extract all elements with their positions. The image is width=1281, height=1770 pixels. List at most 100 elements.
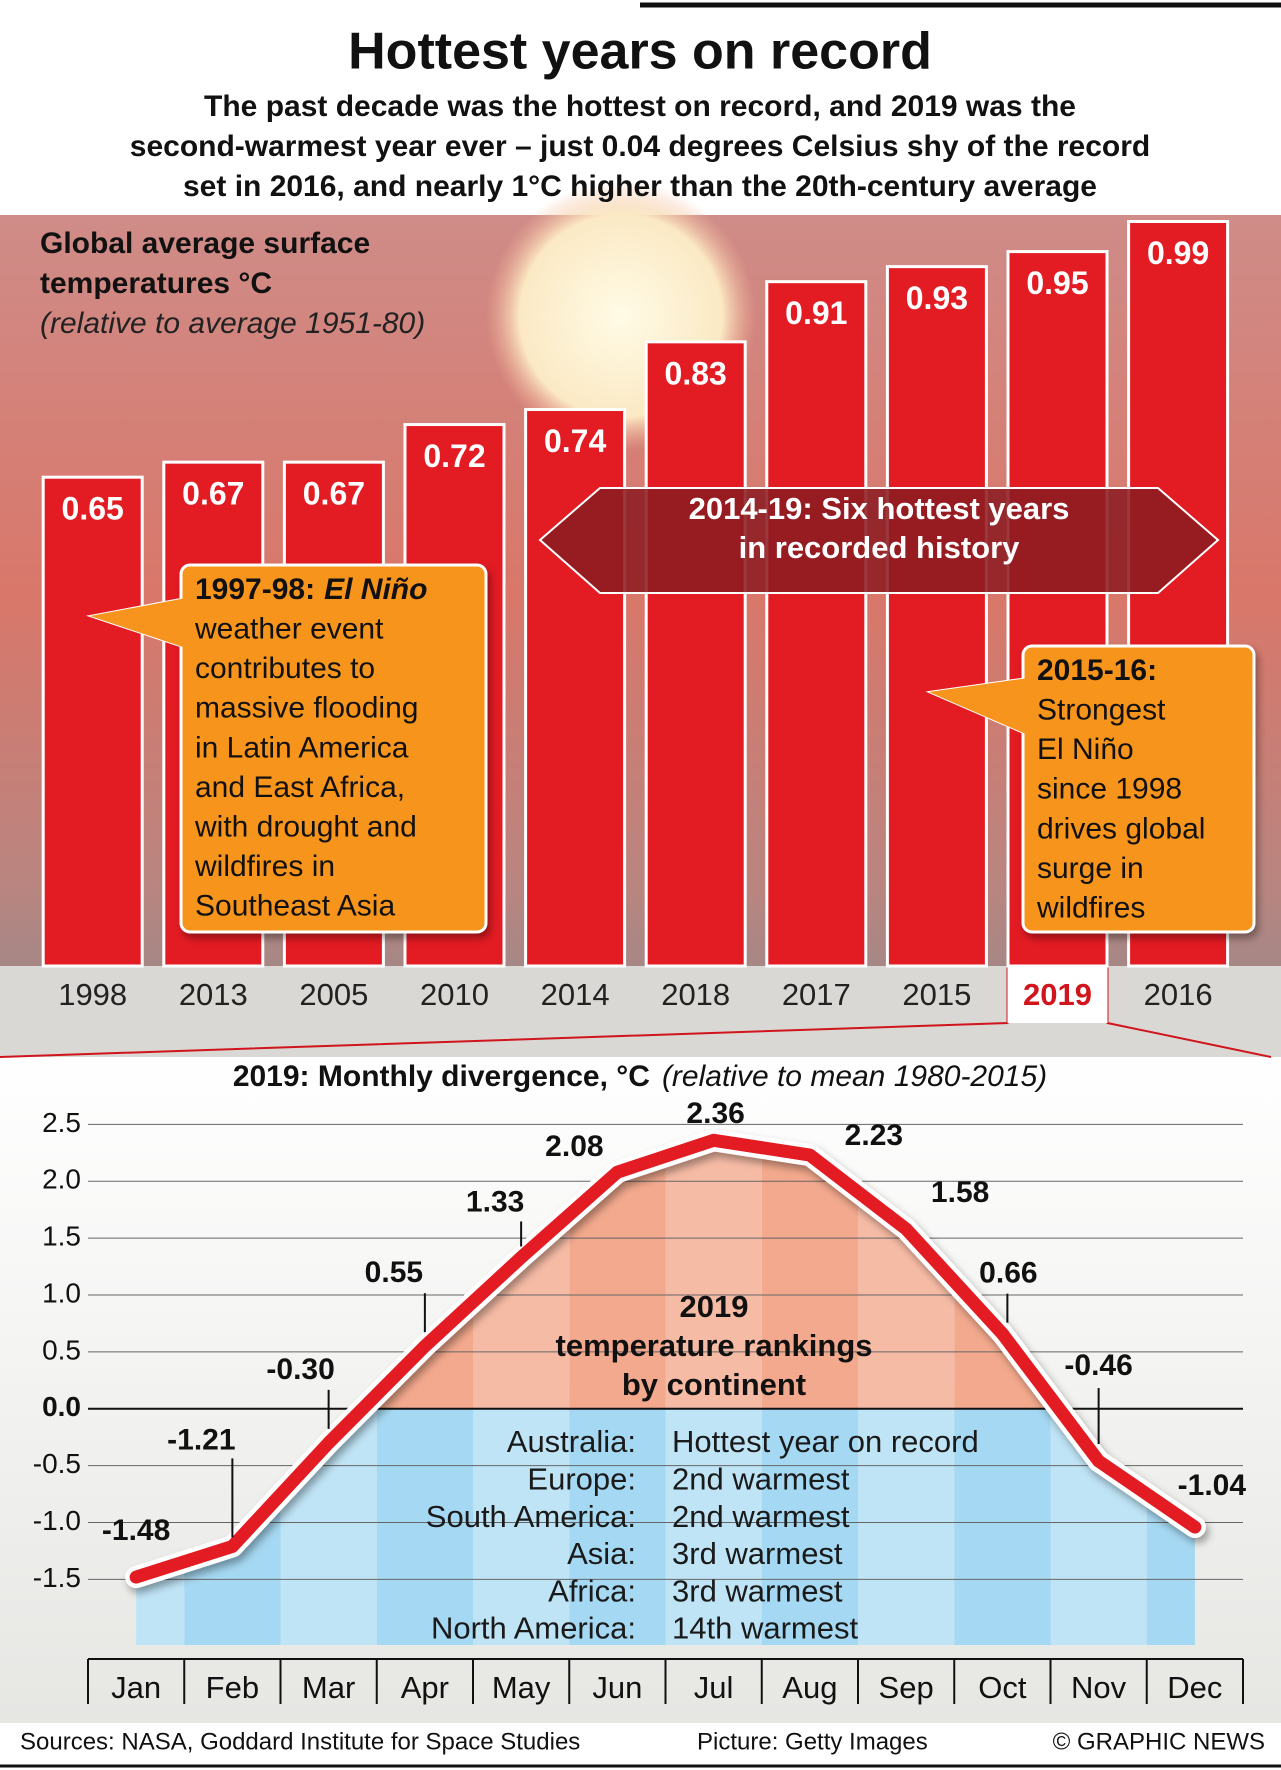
value-label: -0.46 bbox=[1064, 1349, 1132, 1382]
x-tick-label: 2005 bbox=[299, 977, 368, 1012]
negative-band bbox=[761, 1408, 858, 1645]
callout-text: surge in bbox=[1037, 852, 1144, 885]
x-tick-label: Apr bbox=[401, 1670, 449, 1705]
annotation-arrow bbox=[538, 487, 1220, 594]
value-label: 0.74 bbox=[544, 423, 606, 459]
y-tick-label: 2.0 bbox=[42, 1164, 81, 1195]
y-tick-label: 0.5 bbox=[42, 1334, 81, 1365]
value-label: 0.67 bbox=[182, 476, 244, 512]
callout-text: weather event bbox=[194, 613, 384, 646]
value-label: 0.65 bbox=[62, 491, 124, 527]
x-tick-label: 2017 bbox=[782, 977, 851, 1012]
callout-heading: 1997-98: El Niño bbox=[195, 573, 427, 606]
y-label: Global average surface bbox=[40, 227, 370, 260]
value-label: 1.33 bbox=[466, 1185, 524, 1218]
x-tick-label: 2019 bbox=[1023, 977, 1092, 1012]
y-label-note: (relative to average 1951-80) bbox=[40, 307, 425, 340]
value-label: -1.48 bbox=[102, 1514, 170, 1547]
x-tick-label: Jun bbox=[592, 1670, 642, 1705]
y-tick-label: -1.5 bbox=[33, 1562, 81, 1593]
callout-box bbox=[179, 563, 488, 934]
callout-heading-em: El Niño bbox=[324, 573, 427, 606]
footer-sources: Sources: NASA, Goddard Institute for Spa… bbox=[20, 1728, 580, 1755]
x-tick-label: 2013 bbox=[179, 977, 248, 1012]
y-tick-label: -0.5 bbox=[33, 1448, 81, 1479]
callout-heading-year: 1997-98: bbox=[195, 573, 315, 606]
chart-title-note: (relative to mean 1980-2015) bbox=[662, 1060, 1047, 1093]
y-label: temperatures °C bbox=[40, 267, 272, 300]
annotation-text: in recorded history bbox=[739, 530, 1021, 565]
footer-picture: Picture: Getty Images bbox=[697, 1728, 928, 1755]
x-tick-label: 2018 bbox=[661, 977, 730, 1012]
callout-text: and East Africa, bbox=[195, 771, 405, 804]
bar bbox=[885, 265, 988, 968]
inset-ranking: 2nd warmest bbox=[672, 1499, 850, 1534]
callout-text: Strongest bbox=[1037, 694, 1166, 727]
y-tick-label: 1.0 bbox=[42, 1277, 81, 1308]
value-label: 0.91 bbox=[785, 295, 847, 331]
title: Hottest years on record bbox=[348, 23, 932, 81]
negative-band bbox=[858, 1408, 955, 1645]
value-label: 0.66 bbox=[979, 1257, 1037, 1290]
value-label: 0.95 bbox=[1026, 265, 1088, 301]
chart-title-main: 2019: Monthly divergence, °C bbox=[233, 1060, 650, 1093]
inset-region: North America: bbox=[431, 1611, 636, 1646]
value-label: 0.72 bbox=[423, 438, 485, 474]
bar bbox=[41, 475, 144, 968]
inset-region: Asia: bbox=[567, 1536, 636, 1571]
callout-pointer-inner bbox=[90, 598, 186, 648]
x-tick-label: Jan bbox=[111, 1670, 161, 1705]
x-tick-label: Sep bbox=[879, 1670, 934, 1705]
inset-ranking: 14th warmest bbox=[672, 1611, 858, 1646]
inset-region: Africa: bbox=[548, 1573, 636, 1608]
subtitle: set in 2016, and nearly 1°C higher than … bbox=[183, 170, 1097, 203]
negative-band bbox=[376, 1408, 473, 1645]
y-tick-label: 0.0 bbox=[42, 1391, 81, 1422]
x-tick-label: May bbox=[492, 1670, 551, 1705]
x-tick-label: Nov bbox=[1071, 1670, 1127, 1705]
inset-ranking: 2nd warmest bbox=[672, 1461, 850, 1496]
bar bbox=[765, 280, 868, 968]
subtitle: The past decade was the hottest on recor… bbox=[204, 90, 1076, 123]
value-label: 0.93 bbox=[906, 280, 968, 316]
x-tick-label: Dec bbox=[1167, 1670, 1222, 1705]
footer-credit: © GRAPHIC NEWS bbox=[1053, 1728, 1265, 1755]
subtitle: second-warmest year ever – just 0.04 deg… bbox=[130, 130, 1150, 163]
value-label: 0.67 bbox=[303, 476, 365, 512]
chart-title: 2019: Monthly divergence, °C (relative to… bbox=[233, 1060, 1047, 1093]
callout-text: contributes to bbox=[195, 652, 375, 685]
negative-band bbox=[569, 1408, 666, 1645]
value-label: 0.55 bbox=[365, 1256, 423, 1289]
x-tick-label: 1998 bbox=[58, 977, 127, 1012]
callout-text: since 1998 bbox=[1037, 773, 1182, 806]
callout-heading-year: 2015-16: bbox=[1037, 654, 1157, 687]
callout-text: in Latin America bbox=[195, 731, 409, 764]
footer: Sources: NASA, Goddard Institute for Spa… bbox=[0, 1728, 1281, 1768]
callout-text: El Niño bbox=[1037, 733, 1134, 766]
value-label: 2.23 bbox=[845, 1119, 903, 1152]
x-tick-label: Feb bbox=[206, 1670, 259, 1705]
x-tick-label: Oct bbox=[978, 1670, 1027, 1705]
x-tick-label: 2014 bbox=[541, 977, 610, 1012]
inset-ranking: Hottest year on record bbox=[672, 1424, 979, 1459]
x-tick-label: Jul bbox=[694, 1670, 734, 1705]
value-label: 1.58 bbox=[931, 1176, 989, 1209]
value-label: 0.99 bbox=[1147, 235, 1209, 271]
negative-band bbox=[473, 1408, 570, 1645]
inset-title: by continent bbox=[622, 1367, 806, 1402]
callout-box bbox=[1021, 644, 1256, 934]
value-label: 2.08 bbox=[545, 1130, 603, 1163]
x-tick-label: 2015 bbox=[902, 977, 971, 1012]
highlight-box bbox=[1007, 966, 1108, 1023]
negative-band bbox=[954, 1408, 1051, 1645]
line bbox=[129, 1133, 1202, 1584]
negative-band bbox=[665, 1408, 762, 1645]
callout-text: Southeast Asia bbox=[195, 890, 395, 923]
inset-region: Europe: bbox=[527, 1461, 636, 1496]
line-chart: 2019: Monthly divergence, °C (relative to… bbox=[33, 1060, 1247, 1705]
positive-band bbox=[665, 1140, 762, 1409]
value-label: 0.83 bbox=[665, 355, 727, 391]
callout-heading: 2015-16: bbox=[1037, 654, 1157, 687]
callout-text: massive flooding bbox=[195, 692, 418, 725]
